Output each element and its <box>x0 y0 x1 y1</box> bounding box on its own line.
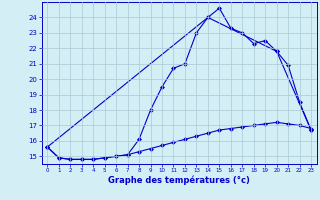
X-axis label: Graphe des températures (°c): Graphe des températures (°c) <box>108 176 250 185</box>
